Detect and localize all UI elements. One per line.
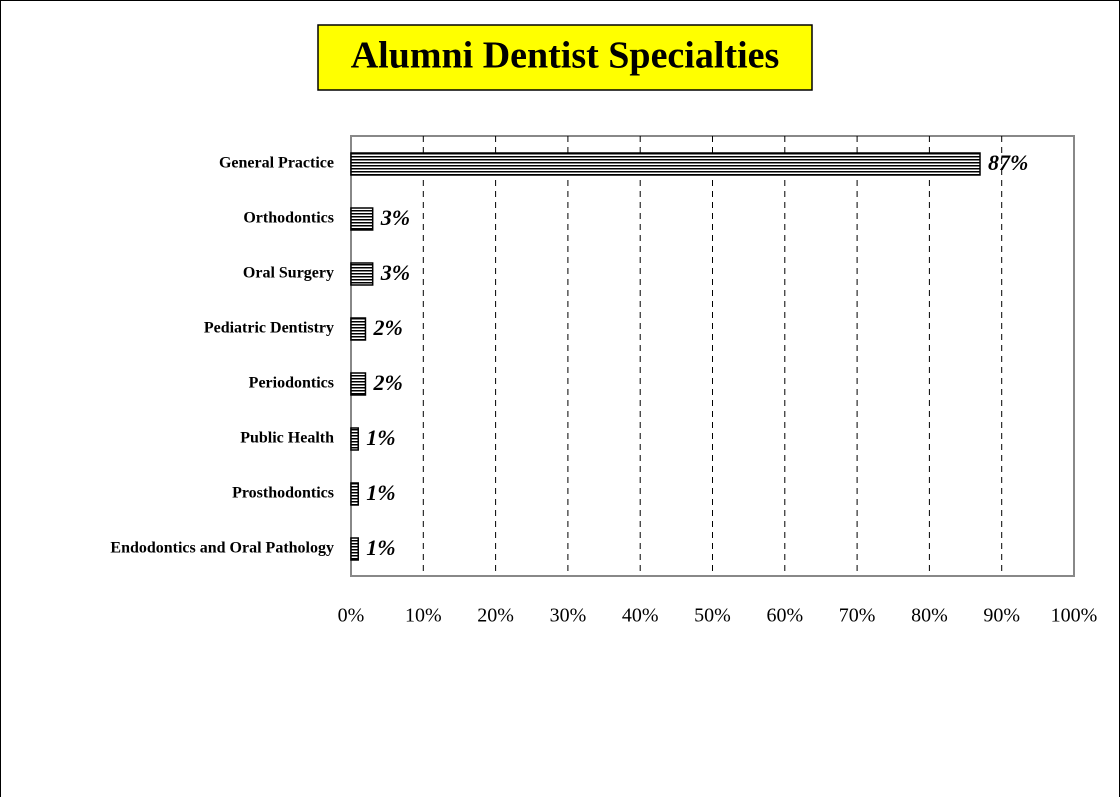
y-tick-label: General Practice: [219, 155, 334, 172]
x-tick-label: 80%: [911, 605, 948, 627]
bar: [350, 427, 359, 451]
data-label: 2%: [372, 370, 402, 395]
data-label: 1%: [366, 425, 395, 450]
bar: [350, 372, 367, 396]
bar: [350, 262, 374, 286]
bar: [350, 537, 359, 561]
x-tick-label: 70%: [839, 605, 876, 627]
x-tick-label: 50%: [694, 605, 731, 627]
data-label: 87%: [988, 150, 1028, 175]
data-label: 1%: [366, 535, 395, 560]
data-label: 3%: [380, 205, 410, 230]
chart-title: Alumni Dentist Specialties: [351, 35, 780, 77]
y-tick-label: Pediatric Dentistry: [204, 320, 334, 337]
x-tick-label: 30%: [550, 605, 587, 627]
y-tick-label: Periodontics: [249, 375, 334, 392]
x-tick-label: 0%: [338, 605, 365, 627]
x-tick-label: 90%: [983, 605, 1020, 627]
data-label: 2%: [372, 315, 402, 340]
bar: [350, 152, 981, 176]
x-tick-label: 60%: [766, 605, 803, 627]
y-tick-label: Oral Surgery: [243, 265, 334, 282]
y-tick-label: Orthodontics: [243, 210, 334, 227]
data-label: 1%: [366, 480, 395, 505]
y-tick-label: Prosthodontics: [232, 485, 334, 502]
y-tick-label: Public Health: [240, 430, 334, 447]
x-tick-label: 20%: [477, 605, 514, 627]
x-tick-label: 40%: [622, 605, 659, 627]
bar: [350, 482, 359, 506]
y-tick-label: Endodontics and Oral Pathology: [110, 540, 334, 557]
x-tick-label: 100%: [1051, 605, 1098, 627]
bar: [350, 207, 374, 231]
x-tick-label: 10%: [405, 605, 442, 627]
title-box: [317, 24, 813, 91]
bar: [350, 317, 367, 341]
data-label: 3%: [380, 260, 410, 285]
